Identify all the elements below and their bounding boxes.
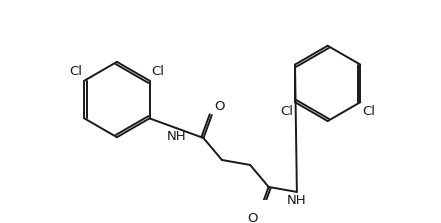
Text: NH: NH [167, 130, 187, 143]
Text: O: O [247, 212, 258, 223]
Text: Cl: Cl [70, 65, 82, 78]
Text: O: O [214, 100, 225, 113]
Text: Cl: Cl [151, 65, 164, 78]
Text: Cl: Cl [280, 105, 293, 118]
Text: NH: NH [287, 194, 306, 207]
Text: Cl: Cl [362, 105, 375, 118]
